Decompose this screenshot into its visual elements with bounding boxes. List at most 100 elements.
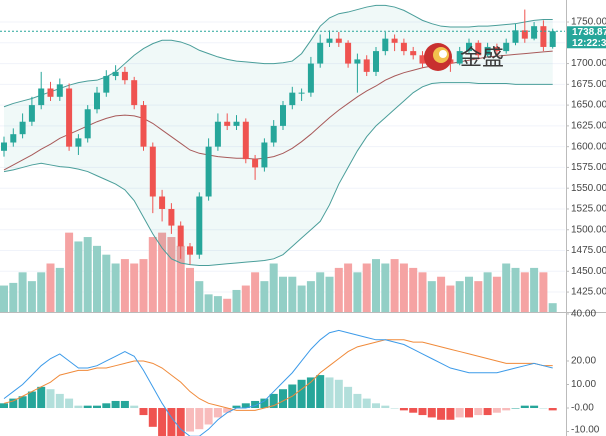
candle-body bbox=[298, 92, 305, 94]
candle-body bbox=[149, 146, 156, 197]
volume-bar bbox=[186, 267, 194, 312]
volume-bar bbox=[0, 285, 8, 312]
macd-histogram-bar bbox=[204, 408, 213, 425]
macd-histogram-bar bbox=[297, 379, 306, 409]
volume-bar bbox=[520, 272, 529, 312]
y-tick-label: 1600.00 bbox=[571, 141, 606, 152]
y-tick-label: 1475.00 bbox=[571, 245, 606, 256]
macd-histogram-bar bbox=[483, 408, 492, 416]
volume-bar bbox=[241, 285, 250, 312]
macd-histogram-bar bbox=[446, 408, 455, 420]
macd-histogram-bar bbox=[46, 389, 55, 409]
volume-bar bbox=[539, 272, 548, 312]
macd-histogram-bar bbox=[306, 377, 315, 409]
candle-body bbox=[10, 134, 17, 143]
volume-bar bbox=[548, 303, 557, 312]
y-tick-label: 10.00 bbox=[571, 379, 596, 390]
volume-bar bbox=[279, 276, 287, 312]
candle-body bbox=[456, 51, 463, 64]
upper-band bbox=[3, 4, 553, 108]
candle-body bbox=[187, 246, 193, 255]
macd-histogram-bar bbox=[530, 405, 539, 409]
volume-bar bbox=[306, 281, 315, 312]
candle-body bbox=[103, 76, 110, 93]
candle-body bbox=[419, 55, 426, 64]
macd-histogram-bar bbox=[279, 389, 287, 409]
volume-bar bbox=[130, 263, 139, 312]
macd-histogram-bar bbox=[18, 396, 27, 409]
macd-histogram-bar bbox=[316, 375, 325, 409]
macd-histogram-bar bbox=[344, 386, 353, 409]
macd-histogram-bar bbox=[418, 408, 427, 416]
volume-bar bbox=[148, 237, 157, 312]
macd-histogram-bar bbox=[465, 408, 473, 418]
volume-bar bbox=[427, 281, 436, 312]
macd-histogram-bar bbox=[269, 393, 278, 409]
macd-histogram-bar bbox=[325, 377, 334, 409]
candle-body bbox=[400, 42, 407, 52]
macd-histogram-bar bbox=[223, 408, 232, 413]
volume-bar bbox=[399, 263, 408, 312]
candle-body bbox=[382, 38, 389, 52]
macd-histogram-bar bbox=[186, 408, 194, 432]
candle-body bbox=[354, 59, 361, 64]
volume-bar bbox=[167, 237, 176, 312]
volume-bar bbox=[120, 259, 129, 312]
macd-histogram-bar bbox=[492, 408, 501, 413]
axis-layer: 1750.001725.001700.001675.001650.001625.… bbox=[566, 17, 606, 436]
volume-bar bbox=[251, 272, 260, 312]
y-tick-label: 1425.00 bbox=[571, 287, 606, 298]
volume-bar bbox=[446, 285, 455, 312]
candle-body bbox=[214, 121, 221, 147]
macd-histogram-bar bbox=[474, 408, 483, 416]
volume-bar bbox=[455, 281, 464, 312]
candle-body bbox=[242, 121, 249, 160]
macd-histogram-bar bbox=[65, 398, 74, 409]
volume-bar bbox=[204, 294, 213, 312]
volume-bar bbox=[409, 267, 418, 312]
candle-body bbox=[289, 92, 296, 106]
candle-body bbox=[205, 146, 212, 197]
y-tick-label: 1700.00 bbox=[571, 58, 606, 69]
candle-body bbox=[66, 88, 73, 147]
macd-histogram-bar bbox=[111, 400, 120, 409]
volume-bar bbox=[111, 263, 120, 312]
candle-body bbox=[317, 42, 324, 64]
volume-bar bbox=[362, 263, 371, 312]
candle-body bbox=[484, 46, 491, 56]
last-price-box bbox=[567, 26, 606, 49]
candle-body bbox=[475, 42, 482, 56]
macd-histogram-bar bbox=[372, 403, 380, 409]
macd-histogram-bar bbox=[93, 405, 101, 409]
volume-bar bbox=[65, 232, 74, 312]
volume-bar bbox=[232, 289, 241, 312]
candle-body bbox=[131, 80, 138, 106]
candle-body bbox=[326, 38, 333, 43]
volume-bar bbox=[55, 267, 64, 312]
macd-histogram-bar bbox=[241, 403, 250, 409]
candle-body bbox=[1, 142, 7, 151]
macd-histogram-bar bbox=[37, 386, 46, 409]
macd-histogram-bar bbox=[195, 408, 204, 430]
volume-bar bbox=[511, 267, 520, 312]
macd-histogram-bar bbox=[74, 405, 83, 409]
volume-bar bbox=[325, 276, 334, 312]
macd-histogram-bar bbox=[362, 398, 371, 409]
volume-bar bbox=[9, 282, 18, 312]
macd-histogram-bar bbox=[390, 408, 399, 409]
volume-bar bbox=[195, 281, 204, 312]
candle-body bbox=[549, 31, 556, 47]
macd-histogram-bar bbox=[139, 408, 148, 416]
volume-bar bbox=[418, 272, 427, 312]
macd-histogram-bar bbox=[548, 408, 557, 411]
candle-body bbox=[94, 92, 100, 110]
y-tick-label: 1750.00 bbox=[571, 17, 606, 28]
candle-body bbox=[121, 71, 128, 81]
y-tick-label: 1525.00 bbox=[571, 204, 606, 215]
volume-bar bbox=[483, 272, 492, 312]
macd-histogram-bar bbox=[158, 408, 167, 436]
volume-bar bbox=[353, 272, 362, 312]
candle-body bbox=[177, 225, 184, 247]
y-tick-label: -10.00 bbox=[571, 425, 600, 436]
